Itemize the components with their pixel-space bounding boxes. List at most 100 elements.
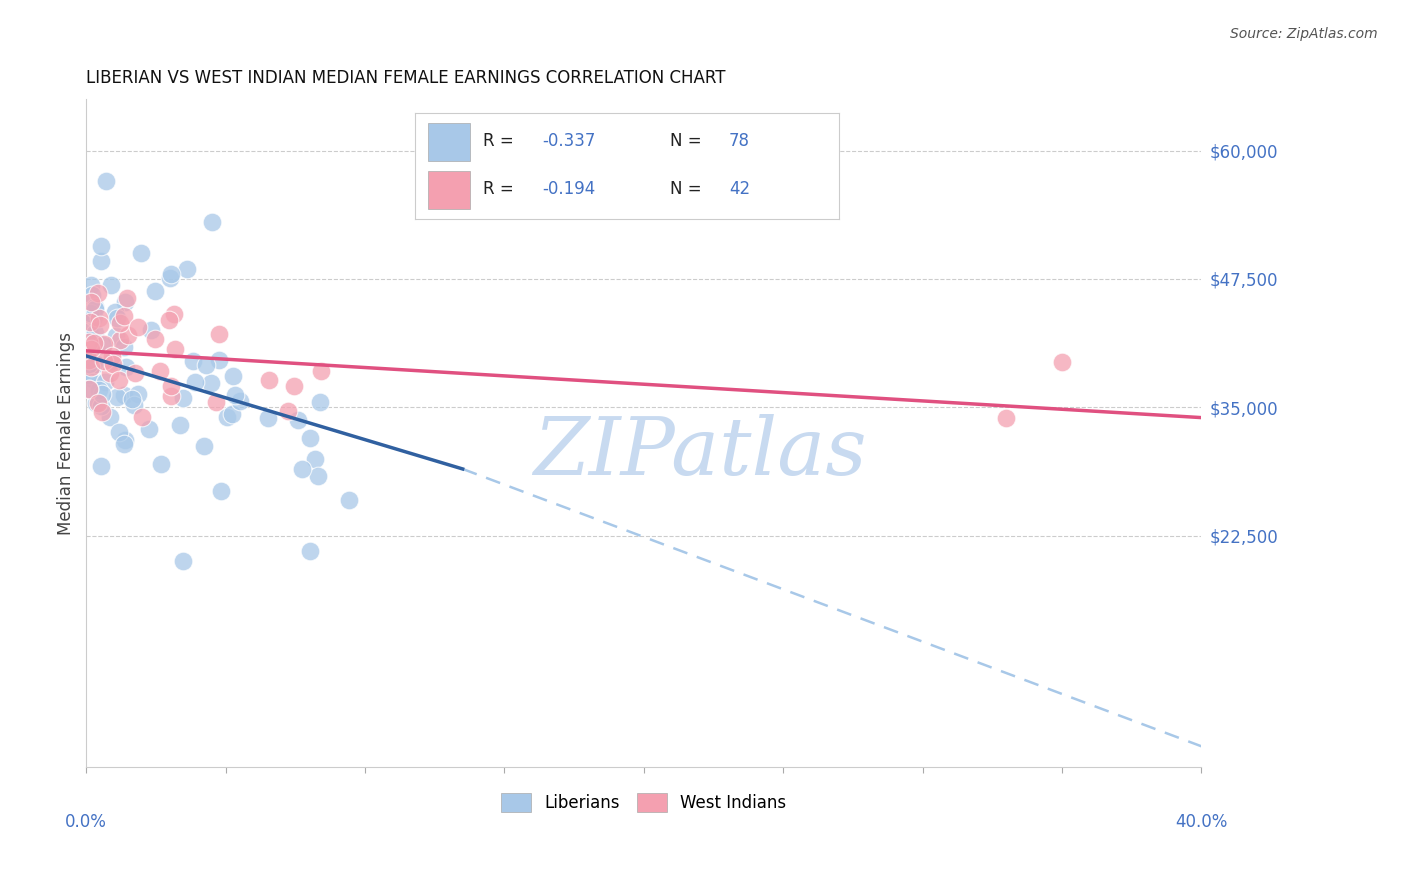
- Point: [82, 307, 104, 321]
- Point: [304, 452, 326, 467]
- Text: Source: ZipAtlas.com: Source: ZipAtlas.com: [1230, 27, 1378, 41]
- Point: [77, 307, 100, 321]
- Point: [87, 310, 110, 325]
- Point: [995, 411, 1018, 425]
- Point: [184, 376, 207, 390]
- Point: [84, 357, 107, 371]
- Point: [208, 326, 231, 341]
- Point: [90, 399, 112, 413]
- Point: [138, 422, 160, 436]
- Point: [194, 358, 217, 372]
- Point: [143, 332, 166, 346]
- Point: [105, 310, 128, 325]
- Point: [298, 431, 321, 445]
- Point: [100, 349, 122, 363]
- Point: [90, 458, 112, 473]
- Point: [80, 288, 103, 302]
- Point: [114, 433, 136, 447]
- Point: [150, 457, 173, 471]
- Point: [105, 390, 128, 404]
- Point: [172, 392, 194, 406]
- Point: [124, 366, 146, 380]
- Point: [309, 363, 332, 377]
- Point: [83, 358, 105, 372]
- Point: [337, 493, 360, 508]
- Point: [121, 392, 143, 407]
- Point: [89, 318, 111, 332]
- Point: [77, 353, 100, 368]
- Point: [79, 278, 101, 293]
- Point: [77, 357, 100, 371]
- Point: [159, 270, 181, 285]
- Point: [112, 309, 135, 323]
- Point: [91, 338, 114, 352]
- Point: [176, 262, 198, 277]
- Point: [298, 544, 321, 558]
- Text: 40.0%: 40.0%: [1175, 814, 1227, 831]
- Point: [307, 469, 329, 483]
- Point: [94, 375, 117, 389]
- Point: [114, 387, 136, 401]
- Point: [160, 379, 183, 393]
- Point: [181, 354, 204, 368]
- Point: [131, 246, 153, 260]
- Point: [224, 388, 246, 402]
- Point: [79, 306, 101, 320]
- Point: [149, 364, 172, 378]
- Point: [98, 366, 121, 380]
- Point: [110, 317, 132, 331]
- Point: [77, 382, 100, 396]
- Point: [101, 357, 124, 371]
- Point: [200, 376, 222, 390]
- Point: [127, 386, 149, 401]
- Text: LIBERIAN VS WEST INDIAN MEDIAN FEMALE EARNINGS CORRELATION CHART: LIBERIAN VS WEST INDIAN MEDIAN FEMALE EA…: [86, 69, 725, 87]
- Y-axis label: Median Female Earnings: Median Female Earnings: [58, 332, 75, 534]
- Point: [90, 238, 112, 252]
- Point: [163, 307, 186, 321]
- Point: [80, 342, 103, 356]
- Point: [112, 436, 135, 450]
- Point: [77, 324, 100, 338]
- Point: [204, 395, 226, 409]
- Point: [277, 403, 299, 417]
- Legend: Liberians, West Indians: Liberians, West Indians: [495, 786, 793, 819]
- Point: [77, 334, 100, 349]
- Point: [209, 484, 232, 499]
- Point: [139, 322, 162, 336]
- Point: [287, 412, 309, 426]
- Point: [163, 342, 186, 356]
- Point: [82, 372, 104, 386]
- Point: [83, 310, 105, 324]
- Point: [229, 394, 252, 409]
- Point: [87, 286, 110, 301]
- Point: [80, 359, 103, 374]
- Point: [201, 215, 224, 229]
- Point: [90, 405, 112, 419]
- Point: [83, 300, 105, 314]
- Point: [291, 462, 314, 476]
- Point: [124, 398, 146, 412]
- Point: [309, 395, 332, 409]
- Point: [108, 334, 131, 348]
- Point: [221, 407, 243, 421]
- Point: [131, 409, 153, 424]
- Point: [115, 359, 138, 374]
- Point: [77, 368, 100, 382]
- Point: [217, 410, 239, 425]
- Point: [107, 373, 129, 387]
- Text: 0.0%: 0.0%: [65, 814, 107, 831]
- Point: [160, 267, 183, 281]
- Point: [83, 326, 105, 340]
- Point: [112, 340, 135, 354]
- Point: [90, 387, 112, 401]
- Point: [93, 337, 115, 351]
- Point: [157, 313, 180, 327]
- Point: [87, 396, 110, 410]
- Point: [145, 284, 167, 298]
- Point: [80, 295, 103, 310]
- Point: [77, 307, 100, 321]
- Point: [79, 315, 101, 329]
- Point: [100, 277, 122, 292]
- Point: [98, 409, 121, 424]
- Point: [115, 291, 138, 305]
